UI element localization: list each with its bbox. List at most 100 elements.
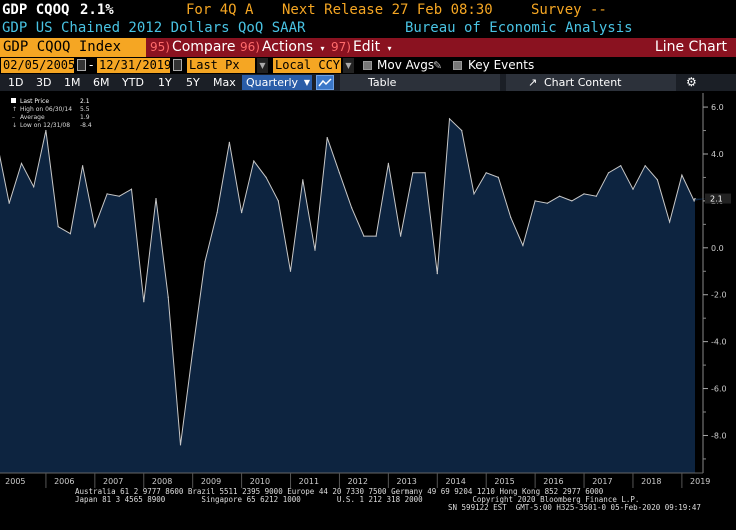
legend-average-dash-icon: – <box>12 114 15 121</box>
end-calendar-icon[interactable] <box>173 59 182 71</box>
actions-dropdown-icon: ▾ <box>320 44 325 53</box>
legend-last-price-swatch <box>11 98 16 103</box>
range-1m[interactable]: 1M <box>64 76 81 89</box>
data-point <box>620 165 622 167</box>
security-input[interactable]: GDP CQOQ Index <box>0 38 146 57</box>
data-point <box>216 212 218 214</box>
data-point <box>167 296 169 298</box>
edit-number: 97) <box>331 40 351 54</box>
periodicity-select[interactable]: Quarterly ▼ <box>242 75 312 90</box>
range-toolbar: 1D 3D 1M 6M YTD 1Y 5Y Max Quarterly ▼ Ta… <box>0 74 736 91</box>
plot-area <box>0 117 719 473</box>
x-tick-label: 2007 <box>103 477 123 486</box>
key-events-checkbox[interactable] <box>453 61 462 70</box>
axes: 6.04.02.00.0-2.0-4.0-6.0-8.02.1200520062… <box>0 93 736 488</box>
start-calendar-icon[interactable] <box>77 59 86 71</box>
footer-line-3: SN 599122 EST GMT-5:00 H325-3501-0 05-Fe… <box>448 503 701 512</box>
edit-dropdown-icon: ▾ <box>387 44 392 53</box>
price-field-select[interactable]: Last Px <box>187 58 255 73</box>
data-point <box>241 212 243 214</box>
data-point <box>143 301 145 303</box>
controls-row: 02/05/2005 - 12/31/2019 Last Px ▼ Local … <box>0 57 736 74</box>
last-value: 2.1% <box>80 2 114 18</box>
mov-avgs-checkbox[interactable] <box>363 61 372 70</box>
data-point <box>510 216 512 218</box>
data-point <box>461 129 463 132</box>
data-point <box>338 172 340 174</box>
range-ytd[interactable]: YTD <box>122 76 144 89</box>
data-point <box>192 350 194 352</box>
data-point <box>436 273 438 275</box>
end-date-field[interactable]: 12/31/2019 <box>97 58 172 73</box>
legend-average-value: 1.9 <box>80 114 90 121</box>
gdp-line-chart[interactable]: 6.04.02.00.0-2.0-4.0-6.0-8.02.1200520062… <box>0 91 736 488</box>
range-1d[interactable]: 1D <box>8 76 24 89</box>
data-point <box>375 235 377 237</box>
menu-bar: GDP CQOQ Index 95) Compare 96) Actions ▾ 9… <box>0 38 736 57</box>
edit-menu[interactable]: 97) Edit ▾ <box>331 38 392 57</box>
x-tick-label: 2010 <box>250 477 270 486</box>
compare-menu[interactable]: 95) Compare <box>150 38 235 57</box>
range-5y[interactable]: 5Y <box>186 76 200 89</box>
data-point <box>57 226 59 228</box>
mov-avgs-label[interactable]: Mov Avgs <box>377 58 435 72</box>
data-point <box>253 160 255 162</box>
data-source: Bureau of Economic Analysis <box>405 20 633 36</box>
legend-low-arrow-icon: ↓ <box>12 122 17 129</box>
compare-number: 95) <box>150 40 170 54</box>
chart-content-icon: ↗ <box>528 76 538 89</box>
data-point <box>33 186 35 188</box>
periodicity-label: Quarterly <box>246 76 299 89</box>
x-tick-label: 2017 <box>592 477 612 486</box>
data-point <box>656 179 659 181</box>
data-point <box>632 188 634 190</box>
x-axis-band <box>0 473 736 488</box>
settings-gear-icon[interactable]: ⚙ <box>686 75 697 89</box>
key-events-label[interactable]: Key Events <box>468 58 535 72</box>
data-point <box>289 270 292 272</box>
data-point <box>681 174 683 176</box>
header-line-2: GDP US Chained 2012 Dollars QoQ SAAR Bur… <box>0 18 736 38</box>
chart-content-button[interactable]: ↗ Chart Content <box>506 74 676 91</box>
x-tick-label: 2019 <box>690 477 710 486</box>
data-point <box>363 235 365 237</box>
start-date-field[interactable]: 02/05/2005 <box>1 58 76 73</box>
data-point <box>644 165 646 167</box>
data-point <box>546 202 549 204</box>
actions-menu[interactable]: 96) Actions ▾ <box>240 38 325 57</box>
chart-type-title: Line Chart <box>654 39 727 55</box>
ticker-label: GDP CQOQ <box>2 2 70 18</box>
data-point <box>228 141 230 143</box>
chart-legend: Last Price 2.1 High on 06/30/14 5.5 Aver… <box>11 98 92 129</box>
data-point <box>204 261 206 263</box>
data-point <box>412 172 414 174</box>
data-point <box>694 198 696 200</box>
legend-high-arrow-icon: ↑ <box>12 106 17 113</box>
data-point <box>130 188 133 190</box>
date-separator: - <box>89 58 94 72</box>
range-3d[interactable]: 3D <box>36 76 52 89</box>
range-1y[interactable]: 1Y <box>158 76 172 89</box>
series-area-fill <box>0 118 719 473</box>
data-point <box>583 193 585 195</box>
legend-high-value: 5.5 <box>80 106 90 113</box>
x-tick-label: 2018 <box>641 477 661 486</box>
data-point <box>522 244 524 247</box>
period-label: For 4Q A <box>186 2 254 18</box>
legend-low-label: Low on 12/31/08 <box>20 122 70 129</box>
pencil-icon[interactable]: ✎ <box>433 59 443 72</box>
data-point <box>277 200 279 202</box>
range-max[interactable]: Max <box>213 76 236 89</box>
data-point <box>179 444 182 446</box>
table-button[interactable]: Table <box>340 74 500 91</box>
currency-dropdown-icon[interactable]: ▼ <box>343 58 354 73</box>
range-6m[interactable]: 6M <box>93 76 110 89</box>
line-chart-icon[interactable] <box>316 75 334 90</box>
price-field-dropdown-icon[interactable]: ▼ <box>257 58 268 73</box>
currency-select[interactable]: Local CCY <box>273 58 341 73</box>
data-point <box>118 195 120 197</box>
x-tick-label: 2015 <box>494 477 514 486</box>
data-point <box>8 202 10 204</box>
last-value-marker-label: 2.1 <box>710 195 723 204</box>
y-tick-label: -8.0 <box>711 431 727 440</box>
